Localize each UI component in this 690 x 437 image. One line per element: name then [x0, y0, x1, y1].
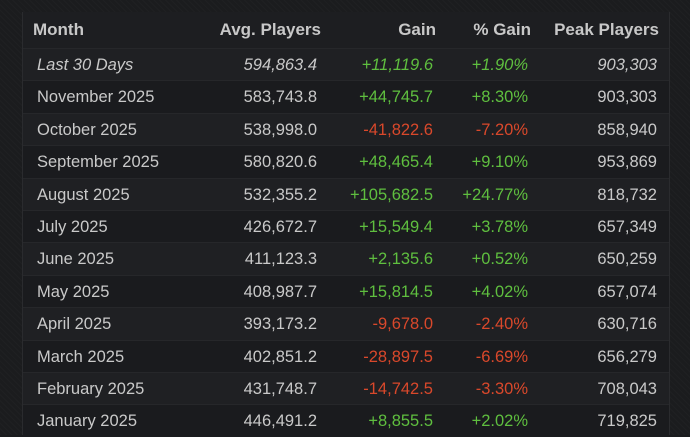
cell-percent-gain: +8.30% — [471, 88, 528, 107]
cell-month: May 2025 — [37, 282, 110, 301]
cell-avg-players: 426,672.7 — [243, 217, 317, 236]
column-header-percent-gain[interactable]: % Gain — [473, 20, 531, 39]
cell-percent-gain: +1.90% — [471, 56, 528, 74]
cell-avg-players: 583,743.8 — [243, 88, 317, 107]
cell-month: June 2025 — [37, 250, 115, 269]
cell-peak-players: 903,303 — [597, 56, 657, 74]
table-row: November 2025 583,743.8 +44,745.7 +8.30% 903… — [23, 80, 669, 113]
cell-peak-players: 719,825 — [597, 412, 657, 431]
table-row: January 2025 446,491.2 +8,855.5 +2.02% 719,8… — [23, 404, 669, 437]
cell-month: March 2025 — [37, 347, 125, 366]
cell-percent-gain: +9.10% — [471, 153, 528, 172]
cell-peak-players: 708,043 — [597, 379, 657, 398]
cell-avg-players: 393,173.2 — [243, 315, 317, 334]
cell-gain: +105,682.5 — [349, 185, 433, 204]
cell-percent-gain: -3.30% — [475, 379, 528, 398]
cell-gain: -14,742.5 — [363, 379, 433, 398]
table-row: July 2025 426,672.7 +15,549.4 +3.78% 657,349 — [23, 209, 669, 243]
cell-month: February 2025 — [37, 379, 145, 398]
cell-month: October 2025 — [37, 120, 137, 139]
cell-avg-players: 411,123.3 — [244, 250, 317, 269]
cell-month: April 2025 — [37, 315, 112, 334]
table-row: February 2025 431,748.7 -14,742.5 -3.30% 708… — [23, 371, 669, 405]
cell-gain: +15,549.4 — [359, 217, 433, 236]
cell-peak-players: 818,732 — [597, 185, 657, 204]
column-header-gain[interactable]: Gain — [398, 20, 436, 39]
cell-gain: -28,897.5 — [363, 347, 433, 366]
cell-peak-players: 657,074 — [597, 282, 657, 301]
table-row: Last 30 Days 594,863.4 +11,119.6 +1.90% 903,… — [23, 48, 669, 81]
player-stats-table: Month Avg. Players Gain % Gain Peak Play… — [22, 12, 670, 437]
cell-peak-players: 903,303 — [597, 88, 657, 107]
cell-peak-players: 650,259 — [597, 250, 657, 269]
table-row: March 2025 402,851.2 -28,897.5 -6.69% 656,27… — [23, 339, 669, 372]
cell-month: July 2025 — [37, 217, 108, 236]
cell-avg-players: 431,748.7 — [243, 379, 317, 398]
cell-avg-players: 538,998.0 — [243, 120, 317, 139]
cell-gain: +8,855.5 — [368, 412, 433, 431]
cell-gain: +11,119.6 — [361, 56, 433, 74]
table-row: June 2025 411,123.3 +2,135.6 +0.52% 650,259 — [23, 242, 669, 275]
cell-percent-gain: -7.20% — [475, 120, 528, 139]
cell-peak-players: 630,716 — [597, 315, 657, 334]
cell-percent-gain: +0.52% — [471, 250, 528, 269]
table-row: September 2025 580,820.6 +48,465.4 +9.10% 95… — [23, 145, 669, 178]
cell-peak-players: 953,869 — [597, 153, 657, 172]
cell-percent-gain: -6.69% — [475, 347, 528, 366]
table-header: Month Avg. Players Gain % Gain Peak Play… — [23, 12, 669, 48]
cell-gain: +15,814.5 — [359, 282, 433, 301]
cell-avg-players: 408,987.7 — [243, 282, 317, 301]
cell-peak-players: 657,349 — [597, 217, 657, 236]
cell-percent-gain: +2.02% — [471, 412, 528, 431]
cell-avg-players: 594,863.4 — [243, 56, 317, 74]
cell-avg-players: 532,355.2 — [243, 185, 317, 204]
cell-avg-players: 580,820.6 — [243, 153, 317, 172]
cell-gain: -41,822.6 — [363, 120, 433, 139]
cell-peak-players: 656,279 — [597, 347, 657, 366]
cell-percent-gain: +3.78% — [471, 217, 528, 236]
column-header-avg-players[interactable]: Avg. Players — [219, 20, 321, 39]
column-header-month[interactable]: Month — [33, 20, 84, 39]
cell-percent-gain: +4.02% — [471, 282, 528, 301]
cell-gain: +2,135.6 — [368, 250, 433, 269]
table-row: October 2025 538,998.0 -41,822.6 -7.20% 858,… — [23, 112, 669, 146]
cell-avg-players: 446,491.2 — [243, 412, 317, 431]
cell-gain: +48,465.4 — [359, 153, 433, 172]
cell-percent-gain: -2.40% — [475, 315, 528, 334]
cell-month: September 2025 — [37, 153, 160, 172]
cell-avg-players: 402,851.2 — [243, 347, 317, 366]
column-header-peak-players[interactable]: Peak Players — [554, 20, 659, 39]
table-body: Last 30 Days 594,863.4 +11,119.6 +1.90% 903,… — [23, 48, 669, 437]
table-row: April 2025 393,173.2 -9,678.0 -2.40% 630,716 — [23, 307, 669, 340]
cell-month: August 2025 — [37, 185, 130, 204]
cell-month: January 2025 — [37, 412, 137, 431]
cell-gain: +44,745.7 — [359, 88, 433, 107]
cell-month: November 2025 — [37, 88, 155, 107]
cell-gain: -9,678.0 — [372, 315, 433, 334]
cell-percent-gain: +24.77% — [462, 185, 528, 204]
table-row: May 2025 408,987.7 +15,814.5 +4.02% 657,074 — [23, 274, 669, 308]
cell-month: Last 30 Days — [37, 56, 134, 74]
cell-peak-players: 858,940 — [597, 120, 657, 139]
table-row: August 2025 532,355.2 +105,682.5 +24.77% 818… — [23, 177, 669, 210]
